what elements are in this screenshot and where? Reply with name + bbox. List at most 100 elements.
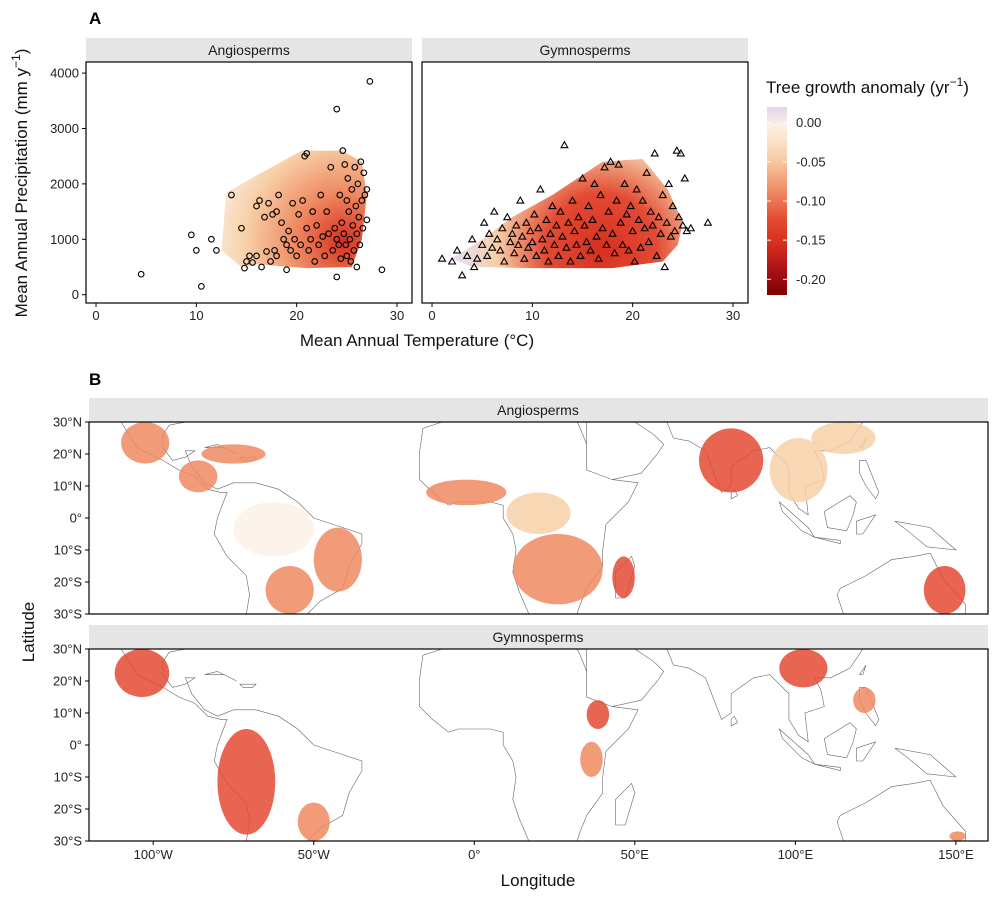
region-eastern-australia bbox=[949, 831, 966, 841]
data-point bbox=[630, 256, 640, 265]
data-point bbox=[674, 212, 684, 221]
data-point bbox=[505, 237, 515, 246]
data-point bbox=[662, 218, 672, 226]
data-point bbox=[515, 195, 525, 204]
data-point bbox=[299, 197, 307, 204]
land-outline bbox=[836, 779, 966, 841]
data-point bbox=[489, 207, 499, 215]
data-point bbox=[354, 180, 362, 188]
region-ethiopia bbox=[586, 700, 610, 729]
data-point bbox=[347, 258, 355, 265]
lat-tick-label: 20°S bbox=[54, 802, 83, 817]
data-point bbox=[560, 140, 569, 149]
land-outline bbox=[89, 649, 363, 841]
data-point bbox=[360, 169, 368, 177]
data-point bbox=[525, 226, 535, 235]
data-point bbox=[640, 223, 650, 232]
data-point bbox=[495, 245, 505, 254]
panel-frame-angiosperms bbox=[85, 61, 413, 304]
data-point bbox=[357, 158, 365, 166]
data-point bbox=[253, 252, 260, 260]
data-point bbox=[273, 208, 280, 215]
scatter-panel-gymnosperms bbox=[437, 140, 713, 279]
x-tick-label: 30 bbox=[390, 308, 404, 323]
region-central-africa bbox=[506, 492, 571, 534]
data-point bbox=[686, 223, 696, 232]
data-point bbox=[333, 235, 341, 243]
data-point bbox=[532, 251, 541, 260]
data-point bbox=[554, 251, 563, 260]
data-point bbox=[192, 247, 200, 254]
data-point bbox=[624, 245, 633, 254]
data-point bbox=[584, 201, 593, 210]
region-amazon bbox=[233, 502, 314, 557]
lon-tick-label: 150°E bbox=[938, 847, 974, 862]
data-point bbox=[457, 270, 467, 279]
data-point bbox=[343, 197, 351, 204]
data-point bbox=[303, 224, 311, 232]
data-point bbox=[648, 220, 658, 229]
lon-tick-label: 100°E bbox=[778, 847, 814, 862]
data-point bbox=[521, 218, 531, 226]
x-tick-label: 0 bbox=[92, 308, 99, 323]
lat-tick-label: 10°N bbox=[53, 479, 82, 494]
data-point bbox=[497, 223, 507, 232]
data-point bbox=[472, 254, 482, 262]
y-axis-title-b: Latitude bbox=[19, 602, 38, 663]
data-point bbox=[592, 232, 601, 240]
data-point bbox=[343, 252, 351, 260]
map-panel-angiosperms bbox=[89, 422, 966, 614]
data-point bbox=[632, 184, 642, 193]
data-point bbox=[340, 230, 348, 238]
data-point bbox=[295, 211, 303, 218]
x-tick-label: 0 bbox=[428, 308, 435, 323]
region-eastern-brazil bbox=[313, 527, 362, 592]
land-outline bbox=[856, 514, 877, 535]
data-point bbox=[664, 179, 674, 187]
data-point bbox=[309, 208, 317, 215]
data-point bbox=[353, 230, 361, 238]
region-madagascar bbox=[612, 556, 635, 598]
data-point bbox=[283, 241, 290, 249]
lat-tick-label: 30°S bbox=[54, 607, 83, 622]
y-tick-label: 0 bbox=[72, 287, 79, 302]
legend-ticks: 0.00 -0.05 -0.10 -0.15 -0.20 bbox=[767, 115, 826, 287]
x-tick-label: 10 bbox=[189, 308, 203, 323]
data-point bbox=[582, 237, 591, 246]
data-point bbox=[462, 251, 472, 260]
region-sw-china bbox=[779, 649, 828, 688]
region-india bbox=[699, 428, 764, 493]
region-southern-africa bbox=[512, 534, 603, 605]
data-point bbox=[313, 222, 321, 229]
data-point bbox=[348, 186, 356, 193]
data-point bbox=[634, 215, 644, 223]
lat-tick-label: 10°N bbox=[53, 706, 82, 721]
data-point bbox=[678, 220, 688, 229]
data-point bbox=[366, 78, 374, 85]
data-point bbox=[228, 191, 235, 199]
lat-tick-label: 30°N bbox=[53, 642, 82, 657]
data-point bbox=[355, 213, 363, 221]
data-point bbox=[556, 207, 565, 215]
data-point bbox=[356, 241, 364, 249]
lat-tick-label: 20°N bbox=[53, 447, 82, 462]
data-point bbox=[628, 226, 637, 235]
data-point bbox=[586, 245, 595, 254]
region-east-africa bbox=[580, 741, 603, 778]
data-point bbox=[243, 258, 250, 265]
data-point bbox=[303, 150, 311, 157]
data-point bbox=[616, 218, 625, 226]
legend-tick-label: -0.20 bbox=[796, 272, 826, 287]
data-point bbox=[666, 232, 676, 240]
data-point bbox=[507, 229, 517, 237]
lat-tick-label: 20°S bbox=[54, 575, 83, 590]
data-point bbox=[574, 212, 583, 221]
data-point bbox=[353, 263, 361, 271]
land-outline bbox=[894, 520, 957, 551]
data-point bbox=[606, 157, 615, 165]
data-point bbox=[333, 105, 341, 113]
data-point bbox=[668, 201, 678, 210]
region-west-africa bbox=[426, 479, 507, 506]
lat-tick-label: 10°S bbox=[54, 770, 83, 785]
data-point bbox=[267, 258, 274, 265]
